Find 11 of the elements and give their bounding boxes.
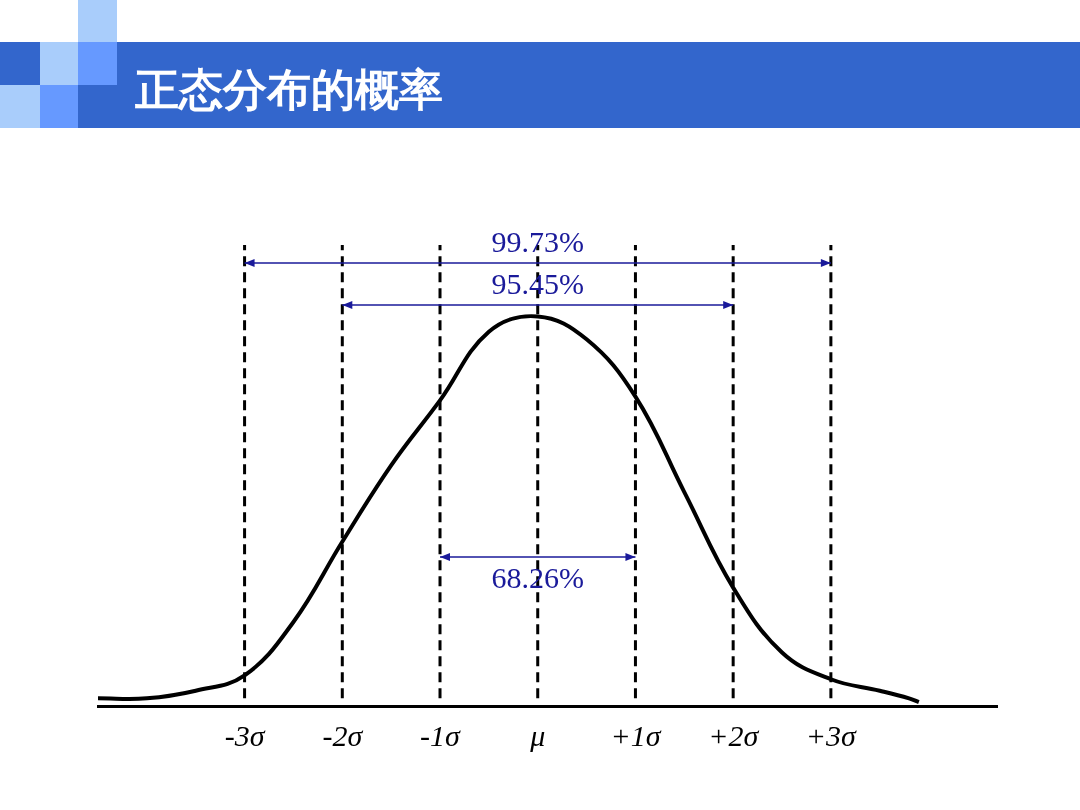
x-tick-label: μ xyxy=(529,718,546,752)
x-tick-label: +1σ xyxy=(610,718,662,752)
text: 95.45% xyxy=(491,266,584,300)
chart-title: 正态分布的概率 xyxy=(135,63,443,117)
x-tick-label: +2σ xyxy=(708,718,760,752)
x-tick-label: +3σ xyxy=(805,718,858,752)
x-tick-label: -2σ xyxy=(322,718,364,752)
annotation: 68.26% xyxy=(491,560,584,594)
x-tick-label: -3σ xyxy=(224,718,266,752)
text: 99.73% xyxy=(491,224,584,258)
x-tick-label: -1σ xyxy=(420,718,462,752)
